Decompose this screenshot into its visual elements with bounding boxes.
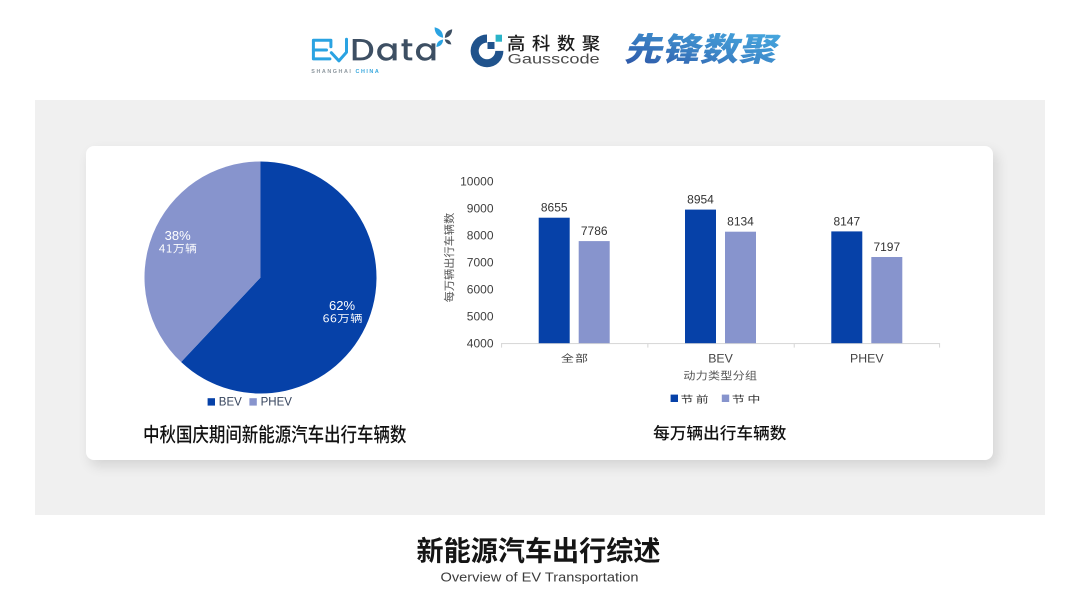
svg-text:PHEV: PHEV [261,396,293,408]
svg-text:BEV: BEV [219,396,242,408]
svg-text:8655: 8655 [541,201,568,215]
svg-text:4000: 4000 [467,336,494,350]
svg-text:PHEV: PHEV [850,352,884,366]
svg-text:6000: 6000 [467,282,494,296]
svg-text:BEV: BEV [708,352,733,366]
svg-text:SHANGHAI CHINA: SHANGHAI CHINA [311,69,380,75]
svg-text:Overview of EV Transportation: Overview of EV Transportation [441,570,639,585]
svg-text:62%: 62% [329,298,355,313]
svg-text:7000: 7000 [467,255,494,269]
svg-text:8000: 8000 [467,229,494,243]
svg-text:5000: 5000 [467,309,494,323]
svg-text:7786: 7786 [581,224,608,238]
svg-text:38%: 38% [165,228,191,243]
svg-text:8954: 8954 [687,193,714,207]
svg-text:8134: 8134 [727,215,754,229]
svg-text:9000: 9000 [467,202,494,216]
svg-text:10000: 10000 [460,175,494,189]
svg-text:7197: 7197 [873,240,900,254]
svg-text:Gausscode: Gausscode [508,52,600,67]
svg-text:8147: 8147 [833,214,860,228]
